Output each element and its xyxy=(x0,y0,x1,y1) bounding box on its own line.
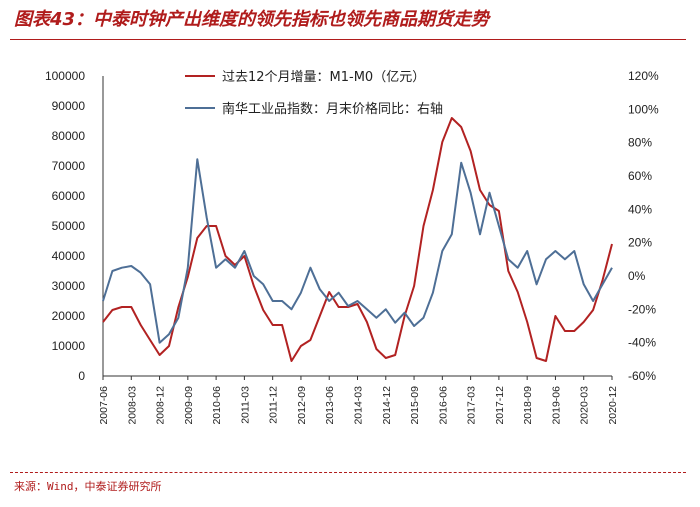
title-divider xyxy=(10,39,686,40)
left-y-tick-label: 90000 xyxy=(52,99,86,113)
x-tick-label: 2020-03 xyxy=(579,386,591,425)
chart-legend: 过去12个月增量：M1-M0（亿元） 南华工业品指数：月末价格同比：右轴 xyxy=(185,70,443,117)
left-y-tick-label: 60000 xyxy=(52,189,86,203)
x-tick-label: 2014-03 xyxy=(353,386,365,425)
source-divider xyxy=(10,472,686,473)
left-y-tick-label: 30000 xyxy=(52,279,86,293)
right-y-tick-label: 60% xyxy=(628,169,652,183)
right-y-tick-label: 0% xyxy=(628,269,646,283)
x-tick-label: 2017-03 xyxy=(466,386,478,425)
left-y-tick-label: 80000 xyxy=(52,129,86,143)
chart-axes xyxy=(102,76,612,377)
x-tick-label: 2014-12 xyxy=(381,386,393,425)
chart-title: 图表43：中泰时钟产出维度的领先指标也领先商品期货走势 xyxy=(14,9,490,30)
right-y-tick-label: -40% xyxy=(628,336,656,350)
x-tick-label: 2013-06 xyxy=(324,386,336,425)
right-y-tick-label: -60% xyxy=(628,369,656,383)
right-y-tick-label: 120% xyxy=(628,69,659,83)
x-tick-label: 2019-06 xyxy=(550,386,562,425)
x-tick-label: 2017-12 xyxy=(494,386,506,425)
right-y-tick-label: -20% xyxy=(628,302,656,316)
x-tick-label: 2008-12 xyxy=(155,386,167,425)
x-tick-label: 2016-06 xyxy=(437,386,449,425)
left-y-tick-label: 70000 xyxy=(52,159,86,173)
source-note: 来源：Wind，中泰证券研究所 xyxy=(14,480,162,493)
x-tick-label: 2008-03 xyxy=(126,386,138,425)
x-tick-label: 2007-06 xyxy=(98,386,110,425)
series-nanhua-line xyxy=(102,158,613,344)
x-tick-label: 2015-09 xyxy=(409,386,421,425)
right-y-tick-label: 40% xyxy=(628,202,652,216)
legend-label: 过去12个月增量：M1-M0（亿元） xyxy=(222,70,425,85)
right-y-axis-ticks: -60% -40% -20% 0% 20% 40% 60% 80% 100% 120% xyxy=(628,69,659,383)
x-tick-label: 2012-09 xyxy=(296,386,308,425)
left-y-tick-label: 40000 xyxy=(52,249,86,263)
left-y-tick-label: 10000 xyxy=(52,339,86,353)
right-y-tick-label: 80% xyxy=(628,136,652,150)
x-tick-label: 2018-09 xyxy=(522,386,534,425)
line-chart: 0 10000 20000 30000 40000 50000 60000 70000 8000… xyxy=(45,69,659,425)
x-tick-label: 2020-12 xyxy=(607,386,619,425)
right-y-tick-label: 20% xyxy=(628,236,652,250)
x-tick-label: 2011-03 xyxy=(239,386,251,424)
legend-label: 南华工业品指数：月末价格同比：右轴 xyxy=(222,101,443,117)
left-y-tick-label: 0 xyxy=(78,369,85,383)
left-y-tick-label: 20000 xyxy=(52,309,86,323)
x-axis-ticks: 2007-06 2008-03 2008-12 2009-09 2010-06 2011-… xyxy=(98,376,619,425)
left-y-tick-label: 100000 xyxy=(45,69,85,83)
right-y-tick-label: 100% xyxy=(628,102,659,116)
left-y-tick-label: 50000 xyxy=(52,219,86,233)
left-y-axis-ticks: 0 10000 20000 30000 40000 50000 60000 70000 8000… xyxy=(45,69,85,383)
x-tick-label: 2009-09 xyxy=(183,386,195,425)
x-tick-label: 2010-06 xyxy=(211,386,223,425)
series-m1-m0-line xyxy=(102,117,613,362)
x-tick-label: 2011-12 xyxy=(268,386,280,424)
series-layer xyxy=(102,117,613,362)
